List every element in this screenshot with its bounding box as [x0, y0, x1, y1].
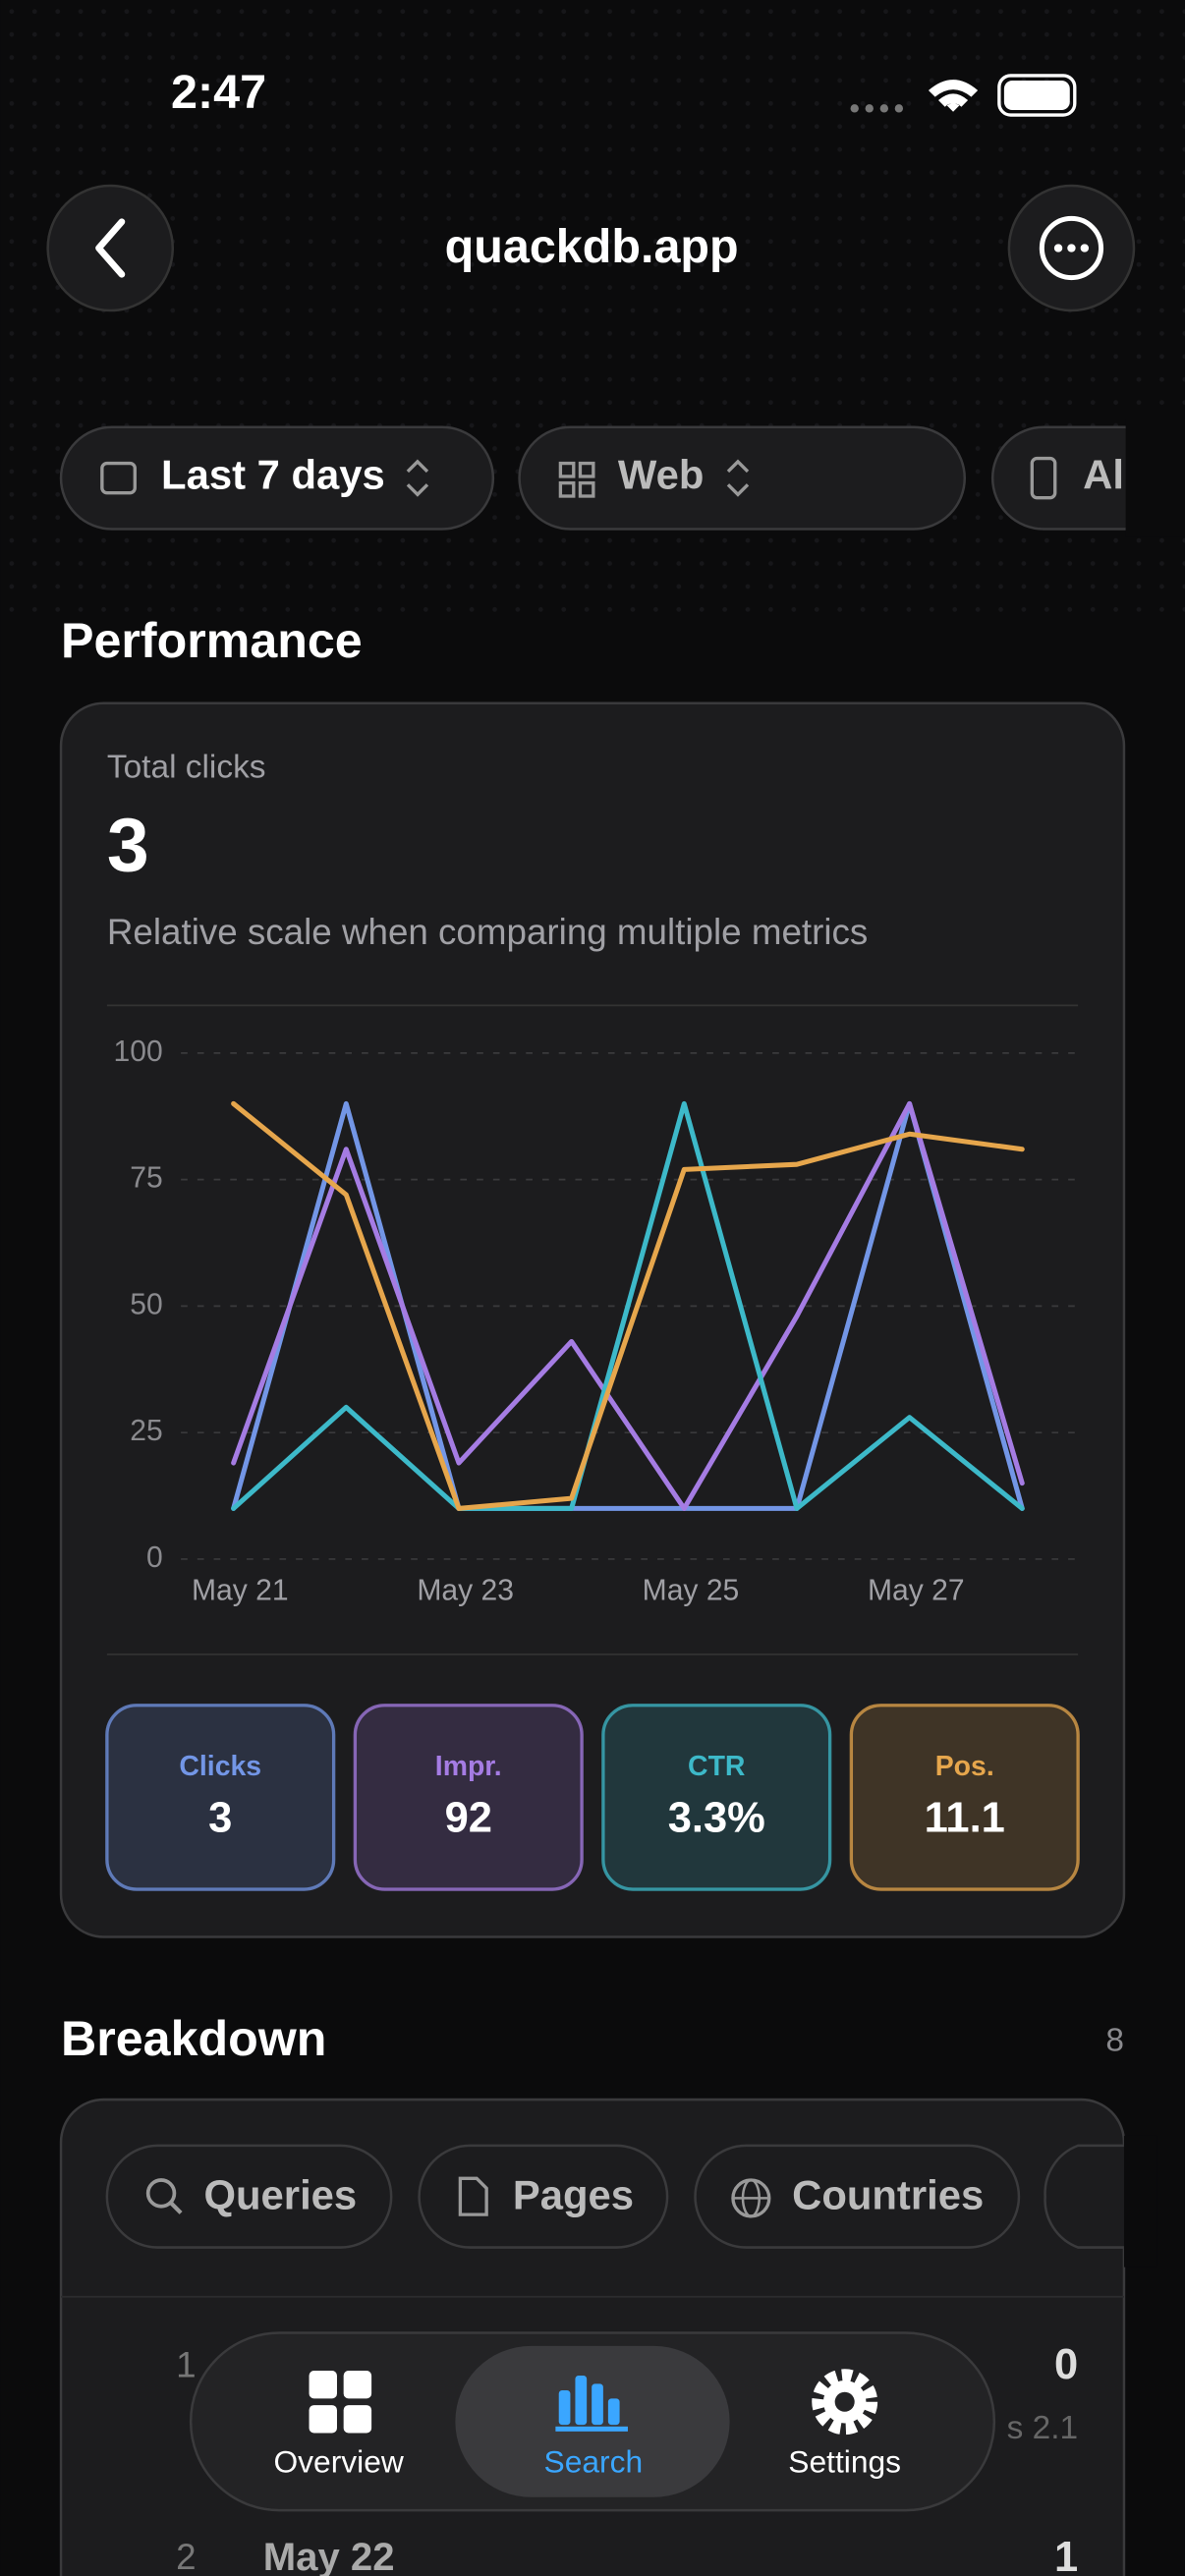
- tab-label: Search: [544, 2444, 644, 2480]
- series-line: [231, 1100, 1025, 1511]
- row-value: 1: [1054, 2534, 1078, 2576]
- tab-label: Countries: [792, 2171, 984, 2217]
- more-button[interactable]: [1007, 184, 1136, 312]
- metric-card-label: Clicks: [179, 1751, 261, 1782]
- x-tick-label: May 25: [643, 1574, 740, 1606]
- breakdown-count: 8: [1105, 2022, 1124, 2058]
- filter-platform[interactable]: Web: [518, 425, 967, 531]
- filter-label: Al: [1083, 452, 1124, 498]
- row-rank: 1: [176, 2344, 196, 2384]
- metric-card: [353, 1704, 584, 1891]
- mask: [1123, 2135, 1157, 2268]
- series-line: [231, 1100, 1025, 1511]
- metric-cards: Clicks 3 Impr. 92 CTR 3.3% Pos. 11.1: [105, 1704, 1080, 1891]
- metric-card-value: 3.3%: [668, 1794, 765, 1841]
- back-button[interactable]: [46, 184, 175, 312]
- tab-more[interactable]: [1044, 2144, 1129, 2249]
- y-tick-label: 25: [130, 1415, 162, 1447]
- x-tick-label: May 21: [192, 1574, 289, 1606]
- row-meta: s 2.1: [1007, 2410, 1079, 2446]
- row-value: 0: [1054, 2341, 1078, 2388]
- performance-card: [59, 701, 1126, 1938]
- chart: 0 25 50 75 100 May 21 May 23 May 25 May 27: [114, 1036, 1079, 1606]
- metric-value: 3: [107, 804, 149, 888]
- tab-label: Queries: [204, 2171, 358, 2217]
- tab-countries[interactable]: Countries: [694, 2144, 1021, 2249]
- x-tick-label: May 27: [868, 1574, 965, 1606]
- metric-label: Total clicks: [107, 749, 266, 785]
- y-tick-label: 0: [146, 1541, 163, 1574]
- tab-search[interactable]: Search: [455, 2345, 730, 2497]
- filter-label: Last 7 days: [161, 452, 385, 498]
- y-tick-label: 50: [130, 1288, 162, 1320]
- tab-overview[interactable]: Overview: [273, 2370, 405, 2480]
- metric-card-value: 92: [445, 1794, 492, 1841]
- row-rank: 2: [176, 2537, 196, 2576]
- metric-card: [849, 1704, 1080, 1891]
- filter-device[interactable]: Al: [990, 419, 1185, 537]
- metric-card-label: Pos.: [935, 1751, 994, 1782]
- metric-card: [601, 1704, 832, 1891]
- metric-card-value: 3: [208, 1794, 232, 1841]
- tab-label: Pages: [513, 2171, 634, 2217]
- metric-card-label: Impr.: [435, 1751, 502, 1782]
- page-title: quackdb.app: [445, 220, 739, 273]
- tab-pages[interactable]: Pages: [418, 2144, 669, 2249]
- section-heading: Breakdown: [61, 2011, 326, 2066]
- chart-note: Relative scale when comparing multiple m…: [107, 912, 868, 952]
- status-icons: [850, 74, 1077, 117]
- y-tick-label: 75: [130, 1162, 162, 1195]
- tab-settings[interactable]: Settings: [788, 2369, 901, 2480]
- tab-label: Overview: [273, 2444, 404, 2480]
- metric-card-value: 11.1: [925, 1794, 1005, 1841]
- series-line: [231, 1100, 1025, 1511]
- section-heading: Performance: [61, 613, 363, 668]
- filter-date[interactable]: Last 7 days: [59, 425, 495, 531]
- filter-label: Web: [618, 452, 704, 498]
- status-time: 2:47: [171, 66, 266, 119]
- metric-card: [105, 1704, 336, 1891]
- metric-card-label: CTR: [688, 1751, 745, 1782]
- tab-queries[interactable]: Queries: [105, 2144, 393, 2249]
- x-tick-label: May 23: [417, 1574, 514, 1606]
- y-tick-label: 100: [114, 1036, 163, 1068]
- row-label: May 22: [263, 2535, 395, 2576]
- tab-label: Settings: [788, 2444, 901, 2480]
